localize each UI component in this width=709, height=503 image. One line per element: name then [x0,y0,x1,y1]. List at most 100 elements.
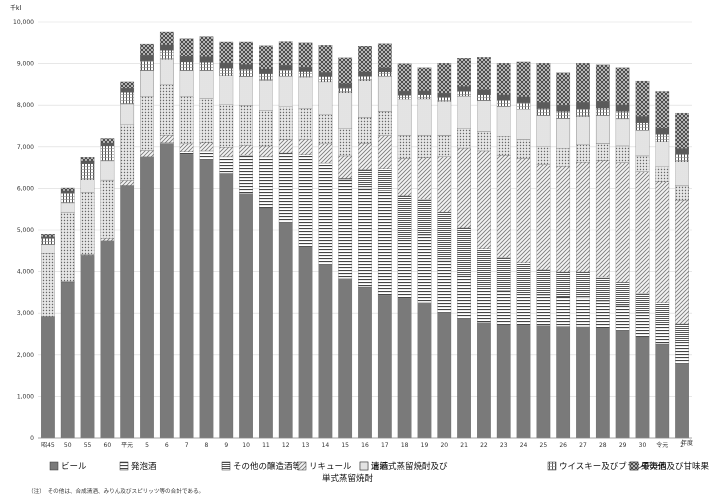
footnote: （注） その他は、合成清酒、みりん及びスピリッツ等の合計である。 [28,487,204,495]
bar-stack [576,63,590,439]
bar-segment [179,55,194,63]
bar-stack [219,41,234,439]
x-axis-suffix: 年度 [681,439,693,447]
bar-segment [556,271,571,298]
bar-segment [556,326,571,439]
bar-segment [219,62,234,69]
bar-segment [556,166,571,273]
bar-segment [298,77,313,109]
bar-segment [536,295,551,326]
bar-segment [457,318,471,439]
bar-segment [140,43,154,56]
bar-segment [417,235,432,303]
bar-segment [377,135,392,169]
x-tick-label: 8 [205,442,209,449]
bar-segment [358,169,372,189]
bar-segment [80,192,95,255]
bar-stack [595,64,610,439]
bar-segment [615,145,630,163]
bar-segment [536,164,551,271]
bar-segment [120,185,135,439]
bar-segment [318,76,333,83]
bar-segment [259,156,273,209]
legend-item: ウイスキー及びブランデー [547,461,661,472]
bar-stack [159,31,174,439]
bar-stack [377,43,392,439]
bar-segment [338,83,353,88]
bar-segment [239,76,253,106]
bar-segment [159,59,174,85]
bar-stack [437,63,452,439]
bar-stack [615,67,630,439]
bar-segment [60,281,75,439]
x-tick-label: 24 [520,442,528,449]
bar-segment [675,342,689,364]
bar-segment [199,150,214,160]
bar-segment [140,156,154,439]
bar-segment [298,246,313,439]
legend-label: ウイスキー及びブランデー [559,461,661,472]
bar-segment [615,111,630,120]
bar-segment [278,69,293,77]
bar-segment [516,96,531,103]
bar-segment [259,80,273,111]
bar-segment [239,41,253,65]
y-tick-label: 1,000 [17,393,34,400]
legend-label: リキュール [309,462,352,472]
bar-segment [516,158,531,263]
bar-segment [397,63,412,92]
bar-segment [278,65,293,70]
legend-label: その他の醸造酒等 [233,461,302,472]
legend-item: その他の醸造酒等 [221,461,302,472]
bar-segment [477,150,491,249]
bar-segment [80,160,95,164]
y-tick-label: 10,000 [13,19,34,26]
bar-segment [358,142,372,170]
bar-segment [377,43,392,68]
bar-segment [60,187,75,192]
legend-swatch [49,461,59,471]
bar-segment [457,58,471,87]
bar-segment [536,115,551,147]
bar-segment [140,70,154,97]
x-tick-label: 令元 [656,441,668,449]
bar-stack [100,138,115,439]
x-tick-label: 5 [145,442,149,449]
bar-segment [199,56,214,63]
x-tick-label: 20 [440,442,448,449]
bar-segment [457,128,471,149]
bar-segment [120,124,135,181]
bar-segment [259,145,273,157]
bar-segment [318,81,333,115]
bar-segment [318,45,333,73]
bar-segment [358,46,372,73]
bar-stack [496,63,511,439]
bar-segment [259,207,273,439]
bar-segment [100,238,115,241]
bar-segment [41,244,55,254]
bar-segment [635,116,650,123]
bar-segment [100,138,115,144]
bar-segment [516,102,531,110]
x-tick-label: 29 [619,442,627,449]
bar-segment [595,107,610,116]
bar-segment [60,202,75,213]
unit-label: 千kl [10,4,21,12]
bar-segment [298,108,313,140]
bar-segment [477,322,491,439]
bar-segment [397,298,412,439]
x-tick-label: 50 [64,442,72,449]
bar-segment [358,187,372,288]
bar-segment [675,323,689,343]
bar-segment [377,71,392,77]
bar-segment [576,102,590,110]
x-tick-label: 23 [500,442,508,449]
bar-segment [219,68,234,76]
bar-segment [199,142,214,152]
bar-segment [516,139,531,159]
bar-segment [179,143,194,152]
bar-segment [477,89,491,95]
bar-segment [377,67,392,73]
bar-segment [239,69,253,77]
